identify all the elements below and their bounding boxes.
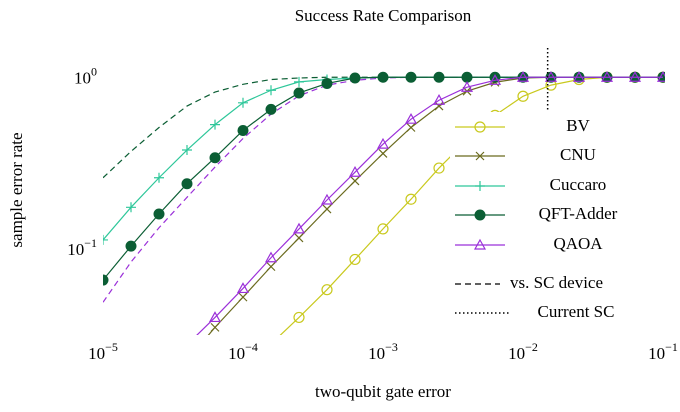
chart-title: Success Rate Comparison	[295, 6, 472, 25]
marker	[432, 93, 446, 105]
marker	[600, 71, 614, 82]
marker	[103, 234, 108, 245]
marker	[153, 208, 165, 220]
marker	[433, 162, 445, 174]
marker	[209, 152, 221, 164]
marker	[376, 137, 390, 149]
x-axis-label: two-qubit gate error	[315, 382, 451, 401]
marker	[475, 151, 485, 161]
marker	[293, 87, 305, 99]
legend-label: Current SC	[538, 302, 615, 321]
marker	[405, 193, 417, 205]
marker	[322, 204, 332, 214]
x-tick-label: 10−5	[88, 340, 118, 363]
marker	[266, 339, 276, 349]
marker	[488, 74, 502, 85]
marker	[473, 238, 487, 250]
marker	[208, 311, 222, 323]
marker	[572, 71, 586, 82]
marker	[474, 209, 486, 221]
marker	[181, 178, 193, 190]
marker	[238, 97, 248, 108]
marker	[182, 340, 192, 349]
marker	[266, 262, 276, 272]
legend-label: QAOA	[553, 234, 603, 253]
marker	[350, 176, 360, 186]
plot-area	[103, 48, 665, 364]
x-tick-label: 10−3	[368, 340, 398, 363]
legend-box	[450, 112, 655, 330]
marker	[236, 282, 250, 294]
marker	[125, 240, 137, 252]
legend-label: QFT-Adder	[539, 204, 618, 223]
marker	[434, 101, 444, 111]
marker	[516, 71, 530, 82]
marker	[348, 165, 362, 177]
marker	[378, 149, 388, 158]
marker	[321, 284, 333, 296]
legend-label: vs. SC device	[510, 273, 603, 292]
marker	[103, 274, 109, 286]
marker	[433, 71, 445, 83]
marker	[210, 119, 221, 130]
marker	[517, 90, 529, 102]
marker	[461, 71, 473, 83]
marker	[294, 233, 304, 243]
marker	[377, 71, 389, 83]
marker	[321, 77, 333, 89]
y-axis-label: sample error rate	[7, 132, 26, 247]
marker	[293, 311, 305, 324]
marker	[265, 103, 277, 115]
marker	[320, 193, 334, 205]
marker	[294, 76, 305, 87]
marker	[404, 112, 418, 124]
marker	[474, 121, 486, 133]
marker	[183, 356, 191, 364]
series-line	[196, 76, 663, 335]
marker	[266, 85, 277, 96]
x-tick-label: 10−4	[228, 340, 258, 363]
legend-label: BV	[566, 116, 590, 135]
y-tick-label: 100	[74, 64, 97, 87]
marker	[628, 71, 642, 82]
marker	[181, 145, 192, 156]
marker	[210, 322, 220, 332]
marker	[238, 292, 248, 302]
legend-label: Cuccaro	[550, 175, 607, 194]
x-tick-label: 10−1	[648, 340, 678, 363]
marker	[475, 181, 485, 191]
marker	[349, 253, 361, 266]
marker	[377, 223, 389, 235]
marker	[349, 72, 361, 84]
marker	[460, 80, 474, 92]
legend: BV CNU Cuccaro QFT-Adder QAOA vs. SC device Cu…	[450, 112, 655, 330]
marker	[406, 123, 416, 132]
marker	[154, 172, 165, 183]
marker	[237, 124, 249, 136]
y-tick-label: 10−1	[67, 236, 97, 259]
x-tick-label: 10−2	[508, 340, 538, 363]
marker	[405, 71, 417, 83]
legend-label: CNU	[560, 145, 596, 164]
marker	[126, 202, 137, 213]
marker	[656, 71, 665, 82]
marker	[264, 251, 278, 263]
marker	[292, 222, 306, 234]
marker	[544, 71, 558, 82]
